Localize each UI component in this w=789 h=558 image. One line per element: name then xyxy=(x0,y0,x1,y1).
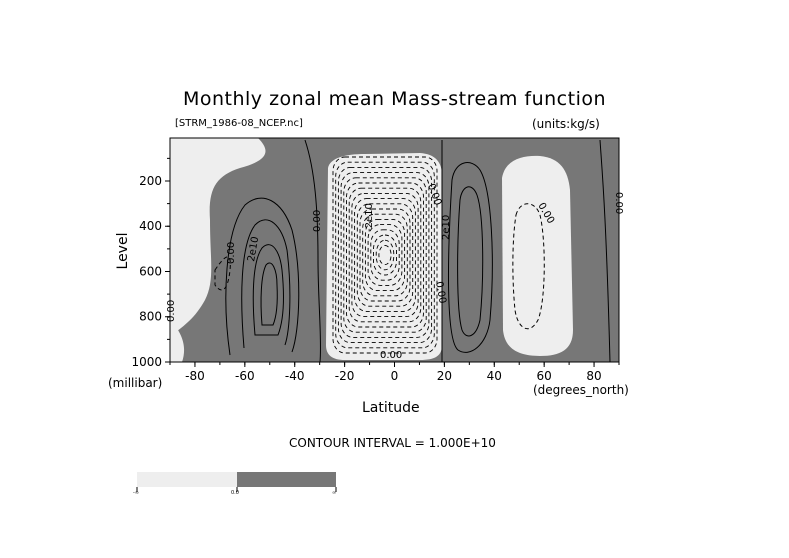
hadley-dashed-contour xyxy=(346,182,424,328)
x-tick-label: -80 xyxy=(185,369,205,383)
hadley-dashed-contour xyxy=(337,166,433,344)
y-axis-unit: (millibar) xyxy=(108,376,163,390)
hadley-dashed-contour xyxy=(351,192,419,318)
hadley-dashed-contour xyxy=(332,156,438,354)
hadley-dashed-contour xyxy=(370,229,400,281)
hadley-dashed-contour xyxy=(348,187,422,323)
x-tick-label: 20 xyxy=(437,369,452,383)
negative-region-south-pole xyxy=(170,138,266,340)
colorbar-label: ∞ xyxy=(332,490,336,496)
x-tick-label: -60 xyxy=(235,369,255,383)
contour-label: 0.00 xyxy=(613,192,624,214)
contour-zero-3 xyxy=(599,139,611,362)
contour-south-dashed xyxy=(214,256,231,291)
negative-region-south-pole-tip xyxy=(170,320,185,362)
contour-label: -2e10 xyxy=(364,203,375,232)
contour-south-3 xyxy=(252,244,284,336)
y-tick-label: 200 xyxy=(139,174,162,188)
hadley-dashed-contour xyxy=(354,198,416,312)
x-axis-label: Latitude xyxy=(362,400,420,416)
negative-region-ferrel-north xyxy=(502,155,573,356)
x-tick-label: -40 xyxy=(285,369,305,383)
contour-south-4 xyxy=(260,262,278,326)
hadley-dashed-contours xyxy=(332,156,438,354)
y-tick-label: 800 xyxy=(139,310,162,324)
contour-south-2 xyxy=(241,219,291,349)
hadley-dashed-contour xyxy=(356,203,414,307)
x-tick-label: 0 xyxy=(391,369,399,383)
hadley-dashed-contour xyxy=(340,172,430,338)
y-tick-label: 1000 xyxy=(131,355,162,369)
colorbar: -∞ 0.0 ∞ xyxy=(133,472,337,496)
contour-label-group: 0.00 2e10 0.00 2e10 0.00 0.00 0.00 0.00 … xyxy=(166,182,624,361)
hadley-dashed-contour xyxy=(359,208,411,302)
hadley-dashed-contour xyxy=(343,177,427,333)
hadley-dashed-contour xyxy=(373,234,397,276)
hadley-dashed-contour xyxy=(375,239,395,271)
contour-north-1 xyxy=(447,162,493,353)
x-tick-label: 40 xyxy=(487,369,502,383)
contour-north-2 xyxy=(457,186,484,337)
units-label: (units:kg/s) xyxy=(532,117,600,131)
colorbar-positive xyxy=(237,472,336,487)
contour-label: 0.00 xyxy=(380,350,402,361)
contour-label: 0.00 xyxy=(166,300,177,322)
chart-title: Monthly zonal mean Mass-stream function xyxy=(182,88,607,110)
x-tick-label: -20 xyxy=(335,369,355,383)
negative-region-hadley xyxy=(326,153,442,360)
colorbar-label: 0.0 xyxy=(231,490,239,496)
hadley-dashed-contour xyxy=(335,161,435,349)
contour-label: 0.00 xyxy=(226,242,237,264)
x-axis: -80 -60 -40 -20 0 20 40 60 80 xyxy=(169,362,620,383)
contour-fill xyxy=(170,138,573,362)
file-label: [STRM_1986-08_NCEP.nc] xyxy=(175,118,303,129)
contour-ferrel-dashed xyxy=(512,203,545,330)
contour-label: 0.00 xyxy=(535,201,556,226)
hadley-dashed-contour xyxy=(378,244,392,266)
x-tick-label: 80 xyxy=(586,369,601,383)
plot-frame xyxy=(169,137,620,363)
hadley-dashed-contour xyxy=(362,213,408,297)
x-tick-label: 60 xyxy=(537,369,552,383)
colorbar-negative xyxy=(137,472,237,487)
contour-zero-1 xyxy=(304,139,322,362)
contour-label: 2e10 xyxy=(246,236,261,263)
y-tick-label: 400 xyxy=(139,219,162,233)
contour-label: 0.00 xyxy=(312,210,323,232)
plot-background xyxy=(170,138,619,362)
contour-label: 0.00 xyxy=(425,182,443,207)
y-axis-label: Level xyxy=(115,232,131,270)
y-tick-label: 600 xyxy=(139,264,162,278)
hadley-dashed-contour xyxy=(367,224,403,286)
x-axis-unit: (degrees_north) xyxy=(533,383,629,397)
colorbar-label: -∞ xyxy=(133,490,139,496)
hadley-dashed-contour xyxy=(364,218,406,292)
y-axis: 200 400 600 800 1000 xyxy=(131,157,170,369)
contour-label: 0.00 xyxy=(433,281,448,305)
contour-lines xyxy=(214,139,611,362)
contour-interval-label: CONTOUR INTERVAL = 1.000E+10 xyxy=(289,436,496,450)
contour-label: 2e10 xyxy=(441,215,452,240)
contour-south-1 xyxy=(225,197,300,356)
